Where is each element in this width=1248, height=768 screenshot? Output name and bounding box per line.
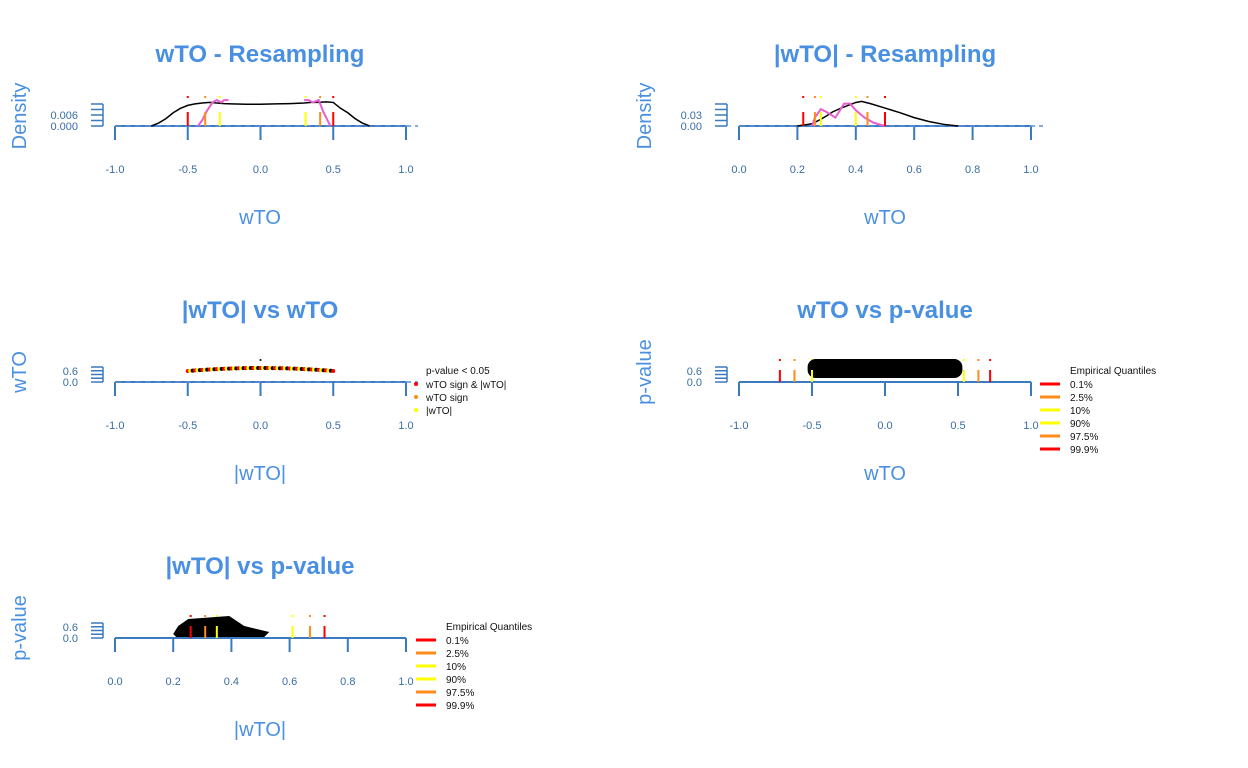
x-tick-label: -1.0	[106, 420, 125, 432]
x-tick-label: 0.0	[253, 164, 268, 176]
y-tick-label: 0.6	[63, 366, 78, 378]
density-line-2	[304, 98, 332, 127]
y-axis-label: p-value	[9, 595, 31, 661]
legend-label: 97.5%	[446, 688, 474, 699]
density-line-1	[811, 102, 886, 127]
x-tick-label: 0.4	[224, 676, 239, 688]
y-tick-label: 0.0	[63, 633, 78, 645]
chart-title: wTO - Resampling	[155, 41, 365, 68]
legend-label: 0.1%	[446, 636, 469, 647]
scatter-blob	[807, 359, 963, 378]
legend-swatch	[414, 382, 418, 386]
legend-label: wTO sign & |wTO|	[425, 380, 506, 391]
y-axis-label: Density	[634, 83, 656, 150]
x-tick-label: -1.0	[106, 164, 125, 176]
y-tick-label: 0.0	[63, 377, 78, 389]
x-axis-label: wTO	[863, 463, 906, 485]
x-tick-label: 0.5	[950, 420, 965, 432]
scatter-blob	[173, 616, 270, 637]
legend-label: 10%	[1070, 406, 1090, 417]
y-tick-label: 0.03	[681, 110, 702, 122]
y-axis-label: wTO	[9, 351, 31, 394]
x-tick-label: 0.5	[326, 420, 341, 432]
scatter-point	[331, 369, 336, 373]
legend-label: wTO sign	[425, 393, 468, 404]
legend-label: 97.5%	[1070, 432, 1098, 443]
density-line-0	[151, 101, 370, 127]
y-tick-label: 0.6	[687, 366, 702, 378]
legend-label: 10%	[446, 662, 466, 673]
x-tick-label: 1.0	[1023, 164, 1038, 176]
legend-title: Empirical Quantiles	[446, 622, 532, 633]
legend-label: 2.5%	[446, 649, 469, 660]
x-tick-label: 0.8	[965, 164, 980, 176]
x-axis-label: wTO	[238, 207, 281, 229]
panel-p5: |wTO| vs p-value|wTO|p-value 0.60.00.0 0.2…	[9, 553, 532, 741]
legend-label: 90%	[1070, 419, 1090, 430]
legend-label: |wTO|	[426, 406, 452, 417]
x-tick-label: -1.0	[730, 420, 749, 432]
legend-swatch	[414, 408, 418, 412]
x-tick-label: 0.5	[326, 164, 341, 176]
y-axis-label: p-value	[634, 339, 656, 405]
panel-p2: |wTO| - Resampling wTO Density 0.030.00 0.0 0…	[634, 41, 1043, 229]
legend-label: 99.9%	[1070, 445, 1098, 456]
legend-label: 90%	[446, 675, 466, 686]
y-tick-label: 0.0	[687, 377, 702, 389]
x-tick-label: 1.0	[398, 420, 413, 432]
legend: Empirical Quantiles 0.1% 2.5% 10% 90% 97.5% 99…	[1040, 366, 1156, 456]
x-tick-label: -0.5	[803, 420, 822, 432]
chart-title: wTO vs p-value	[796, 297, 973, 324]
legend: Empirical Quantiles 0.1% 2.5% 10% 90% 97.5% 99…	[416, 622, 532, 712]
x-tick-label: 0.0	[253, 420, 268, 432]
scatter-point	[259, 359, 262, 361]
density-line-1	[197, 98, 229, 127]
legend-label: 2.5%	[1070, 393, 1093, 404]
density-line-0	[797, 100, 959, 127]
y-axis-label: Density	[9, 83, 31, 150]
y-tick-label: 0.006	[50, 110, 78, 122]
x-tick-label: -0.5	[178, 420, 197, 432]
chart-title: |wTO| - Resampling	[774, 41, 996, 68]
x-tick-label: 0.6	[282, 676, 297, 688]
chart-title: |wTO| vs wTO	[182, 297, 339, 324]
y-tick-label: 0.00	[681, 121, 702, 133]
x-tick-label: 0.0	[877, 420, 892, 432]
x-axis-label: |wTO|	[234, 719, 286, 741]
x-tick-label: 0.8	[340, 676, 355, 688]
x-axis-label: wTO	[863, 207, 906, 229]
x-tick-label: 0.2	[790, 164, 805, 176]
y-tick-label: 0.6	[63, 622, 78, 634]
legend-title: p-value < 0.05	[426, 366, 490, 377]
x-axis-label: |wTO|	[234, 463, 286, 485]
legend: p-value < 0.05 wTO sign & |wTO| wTO sign |w…	[414, 366, 506, 417]
legend-title: Empirical Quantiles	[1070, 366, 1156, 377]
x-tick-label: 0.2	[166, 676, 181, 688]
x-tick-label: 0.0	[731, 164, 746, 176]
legend-swatch	[414, 395, 418, 399]
chart-title: |wTO| vs p-value	[165, 553, 354, 580]
x-tick-label: 0.0	[107, 676, 122, 688]
x-tick-label: 1.0	[1023, 420, 1038, 432]
x-tick-label: 0.6	[907, 164, 922, 176]
legend-label: 0.1%	[1070, 380, 1093, 391]
x-tick-label: 1.0	[398, 164, 413, 176]
y-tick-label: 0.000	[50, 121, 78, 133]
panel-p3: |wTO| vs wTO|wTO|wTO 0.60.0-1.0 -0.5 0.0 0.5…	[9, 297, 506, 485]
legend-label: 99.9%	[446, 701, 474, 712]
x-tick-label: 0.4	[848, 164, 863, 176]
x-tick-label: 1.0	[398, 676, 413, 688]
x-tick-label: -0.5	[178, 164, 197, 176]
